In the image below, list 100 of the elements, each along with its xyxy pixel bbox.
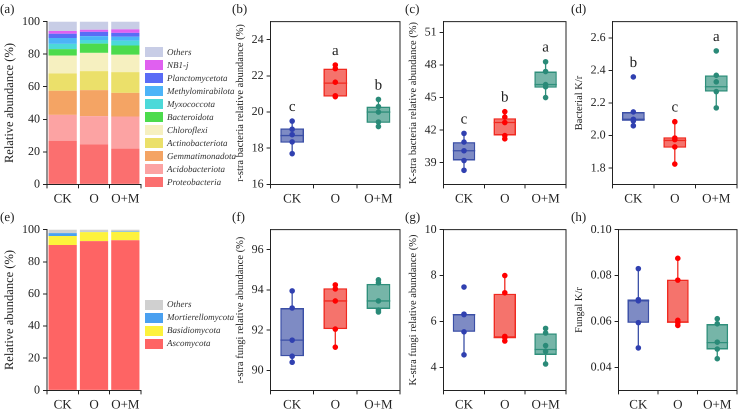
y-tick-label: 20 xyxy=(28,350,40,364)
y-axis-title: Bacterial K/r xyxy=(574,75,586,130)
y-tick-label: 51 xyxy=(424,24,437,39)
y-tick-label: 2.2 xyxy=(590,95,606,110)
legend-label: Mortierellomycota xyxy=(167,311,234,324)
legend-label: Planctomycetota xyxy=(167,72,228,84)
x-tick-label: O+M xyxy=(531,396,560,412)
legend-label: Bacteroidota xyxy=(167,110,214,124)
x-tick-label: O xyxy=(673,396,682,412)
legend-label: NB1-j xyxy=(167,58,188,72)
y-axis-title: K-stra bacteria relative abundance (%) xyxy=(408,21,420,184)
y-tick-label: 40 xyxy=(28,318,40,332)
legend-label: Proteobacteria xyxy=(167,176,222,188)
x-tick-label: CK xyxy=(624,190,643,206)
legend-label: Acidobacteriota xyxy=(167,162,225,176)
chart-title: (b) xyxy=(232,1,248,16)
y-tick-label: 60 xyxy=(28,286,40,300)
y-tick-label: 100 xyxy=(22,14,40,28)
x-tick-label: O+M xyxy=(364,190,394,206)
legend-label: Chloroflexi xyxy=(167,124,208,136)
annotation: c xyxy=(671,100,678,116)
y-tick-label: 0.10 xyxy=(590,222,612,236)
annotation: a xyxy=(542,40,550,56)
chart-title: (e) xyxy=(0,209,14,224)
x-tick-label: CK xyxy=(629,396,648,412)
annotation: b xyxy=(630,54,638,71)
legend-label: Basidiomycota xyxy=(167,324,220,337)
y-axis-title: r-stra bacteria relative abundance (%) xyxy=(235,24,246,182)
x-tick-label: O xyxy=(500,396,510,412)
legend-label: Gemmatimonadota xyxy=(167,150,236,162)
y-tick-label: 8 xyxy=(430,268,437,282)
annotation: c xyxy=(460,111,468,128)
y-tick-label: 40 xyxy=(28,111,40,126)
legend-label: Myxococcota xyxy=(167,98,215,110)
chart-title: (a) xyxy=(0,1,14,16)
x-tick-label: CK xyxy=(454,396,474,412)
y-tick-label: 20 xyxy=(252,104,264,118)
y-axis-title: Fungal K/r xyxy=(574,286,586,333)
x-tick-label: O xyxy=(89,190,99,206)
x-tick-label: O+M xyxy=(703,396,732,412)
x-tick-label: O+M xyxy=(111,190,140,206)
x-tick-label: O xyxy=(500,190,510,206)
x-tick-label: O+M xyxy=(702,190,731,206)
x-tick-label: O xyxy=(330,396,340,412)
y-tick-label: 42 xyxy=(424,122,437,136)
y-tick-label: 0 xyxy=(34,382,40,397)
chart-title: (d) xyxy=(571,1,586,16)
legend-label: Actinobacteriota xyxy=(167,136,228,150)
y-tick-label: 0 xyxy=(34,176,40,191)
y-tick-label: 94 xyxy=(252,282,264,296)
y-tick-label: 80 xyxy=(28,46,40,60)
y-tick-label: 80 xyxy=(28,254,40,268)
y-tick-label: 2.6 xyxy=(590,30,606,44)
x-tick-label: CK xyxy=(454,190,474,206)
y-tick-label: 20 xyxy=(28,144,40,158)
x-tick-label: CK xyxy=(54,190,72,206)
chart-title: (f) xyxy=(232,209,245,224)
x-tick-label: O xyxy=(670,190,680,206)
x-tick-label: CK xyxy=(54,396,72,412)
y-tick-label: 22 xyxy=(252,68,264,82)
legend-label: Ascomycota xyxy=(167,337,210,350)
y-tick-label: 1.8 xyxy=(590,160,606,174)
y-tick-label: 45 xyxy=(424,90,437,104)
x-tick-label: O xyxy=(330,190,340,206)
x-tick-label: O+M xyxy=(531,190,560,206)
y-tick-label: 18 xyxy=(252,140,264,154)
y-axis-title: K-stra fungi relative abundance (%) xyxy=(408,234,420,386)
annotation: a xyxy=(332,42,339,59)
legend-label: Others xyxy=(167,298,192,311)
x-tick-label: O xyxy=(89,396,99,412)
legend-label: Others xyxy=(167,46,192,58)
y-tick-label: 48 xyxy=(424,57,437,72)
y-tick-label: 24 xyxy=(252,32,264,46)
y-tick-label: 2.4 xyxy=(590,62,606,77)
annotation: b xyxy=(501,90,509,106)
y-axis-title: Relative abundance (%) xyxy=(2,250,16,370)
y-tick-label: 2.0 xyxy=(590,128,606,142)
y-tick-label: 16 xyxy=(252,176,264,191)
y-axis-title: Relative abundance (%) xyxy=(2,42,16,164)
y-tick-label: 90 xyxy=(252,362,264,376)
y-tick-label: 10 xyxy=(424,222,437,236)
annotation: b xyxy=(374,77,382,94)
y-tick-label: 0.04 xyxy=(590,360,612,374)
y-tick-label: 6 xyxy=(430,314,437,328)
y-tick-label: 0.06 xyxy=(590,314,612,328)
y-tick-label: 92 xyxy=(252,322,264,336)
x-tick-label: CK xyxy=(283,396,302,412)
x-tick-label: O+M xyxy=(111,396,140,412)
chart-title: (g) xyxy=(405,209,420,224)
y-tick-label: 100 xyxy=(22,222,40,236)
annotation: a xyxy=(712,28,720,45)
x-tick-label: O+M xyxy=(364,396,394,412)
y-tick-label: 60 xyxy=(28,78,40,93)
y-axis-title: r-stra fungi relative abundance (%) xyxy=(235,236,246,384)
annotation: c xyxy=(288,99,296,116)
x-tick-label: CK xyxy=(283,190,302,206)
legend-label: Methylomirabilota xyxy=(167,84,234,98)
chart-title: (c) xyxy=(405,1,420,16)
y-tick-label: 96 xyxy=(252,242,264,256)
y-tick-label: 39 xyxy=(424,154,437,169)
